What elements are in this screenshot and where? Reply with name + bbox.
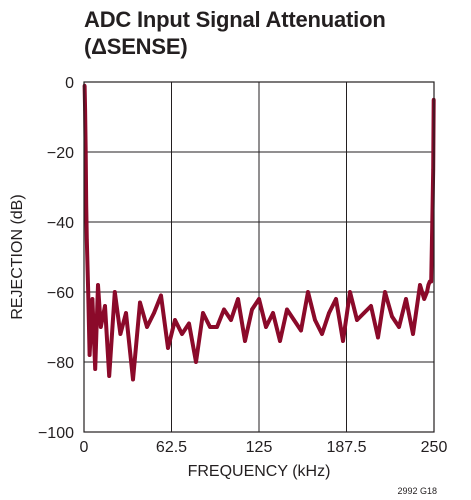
rejection-point	[429, 279, 434, 284]
rejection-point	[271, 311, 275, 315]
x-tick-label: 0	[80, 439, 89, 456]
chart-title-line-1: ADC Input Signal Attenuation	[84, 7, 386, 32]
x-tick-label: 62.5	[156, 439, 187, 456]
grid	[83, 81, 435, 433]
rejection-point	[173, 318, 177, 322]
rejection-point	[404, 297, 408, 301]
rejection-point	[208, 325, 212, 329]
rejection-point	[320, 332, 324, 336]
rejection-point	[222, 307, 226, 312]
rejection-point	[86, 290, 90, 294]
rejection-point	[306, 290, 310, 294]
rejection-point	[299, 328, 303, 333]
rejection-point	[85, 237, 89, 242]
y-axis-label: REJECTION (dB)	[9, 194, 26, 319]
rejection-point	[250, 307, 254, 312]
rejection-point	[124, 311, 128, 315]
rejection-point	[83, 150, 88, 154]
rejection-point	[145, 325, 149, 329]
rejection-point	[107, 374, 111, 378]
rejection-point	[278, 339, 282, 343]
rejection-point	[341, 339, 345, 343]
rejection-point	[215, 325, 219, 329]
rejection-point	[84, 202, 89, 207]
y-tick-label: −20	[47, 145, 74, 162]
y-tick-label: −100	[38, 425, 74, 442]
chart-title: ADC Input Signal Attenuation (ΔSENSE)	[84, 6, 464, 60]
rejection-point	[411, 332, 415, 336]
rejection-point	[103, 304, 107, 308]
rejection-point	[159, 293, 163, 298]
rejection-point	[418, 283, 422, 287]
x-tick-label: 187.5	[326, 439, 366, 456]
chart-title-line-2: (ΔSENSE)	[84, 34, 188, 59]
y-tick-label: −80	[47, 355, 74, 372]
x-tick-label: 250	[421, 439, 448, 456]
plot-frame	[83, 81, 435, 433]
y-tick-label: 0	[65, 75, 74, 92]
rejection-point	[243, 339, 247, 343]
rejection-point	[430, 220, 435, 224]
rejection-point	[334, 297, 338, 301]
rejection-point	[180, 332, 184, 336]
rejection-point	[201, 311, 205, 315]
rejection-point	[264, 325, 268, 329]
rejection-point	[376, 335, 380, 340]
rejection-point	[390, 314, 394, 319]
rejection-point	[257, 297, 261, 301]
y-tick-label: −40	[47, 215, 74, 232]
rejection-point	[118, 332, 123, 336]
rejection-point	[96, 283, 100, 287]
rejection-point	[236, 297, 240, 301]
series-group	[82, 83, 436, 382]
rejection-point	[113, 290, 117, 294]
rejection-point	[292, 318, 296, 322]
rejection-point	[99, 325, 103, 329]
rejection-point	[348, 290, 352, 294]
figure-number: 2992 G18	[397, 486, 437, 496]
rejection-point	[194, 360, 198, 364]
rejection-point	[327, 311, 331, 315]
rejection-point	[229, 318, 233, 322]
y-tick-label: −60	[47, 285, 74, 302]
rejection-point	[425, 290, 429, 294]
rejection-point	[87, 353, 92, 357]
rejection-point	[422, 297, 427, 301]
rejection-point	[187, 321, 191, 326]
x-tick-label: 125	[246, 439, 273, 456]
rejection-point	[131, 377, 135, 382]
rejection-point	[313, 318, 317, 322]
rejection-point	[383, 290, 387, 294]
rejection-series-line	[82, 85, 436, 382]
rejection-point	[369, 304, 373, 308]
rejection-point	[138, 300, 142, 305]
rejection-point	[152, 311, 156, 315]
rejection-point	[285, 307, 289, 312]
rejection-point	[426, 283, 431, 287]
rejection-point	[93, 367, 97, 371]
rejection-point	[355, 318, 359, 322]
rejection-point	[90, 297, 95, 301]
rejection-point	[166, 346, 170, 350]
rejection-point	[362, 311, 366, 315]
x-axis-label: FREQUENCY (kHz)	[188, 463, 331, 480]
rejection-point	[397, 325, 401, 329]
tick-labels: 0 62.5 125 187.5 250 0 −20 −40 −60 −80 −100	[38, 75, 447, 456]
